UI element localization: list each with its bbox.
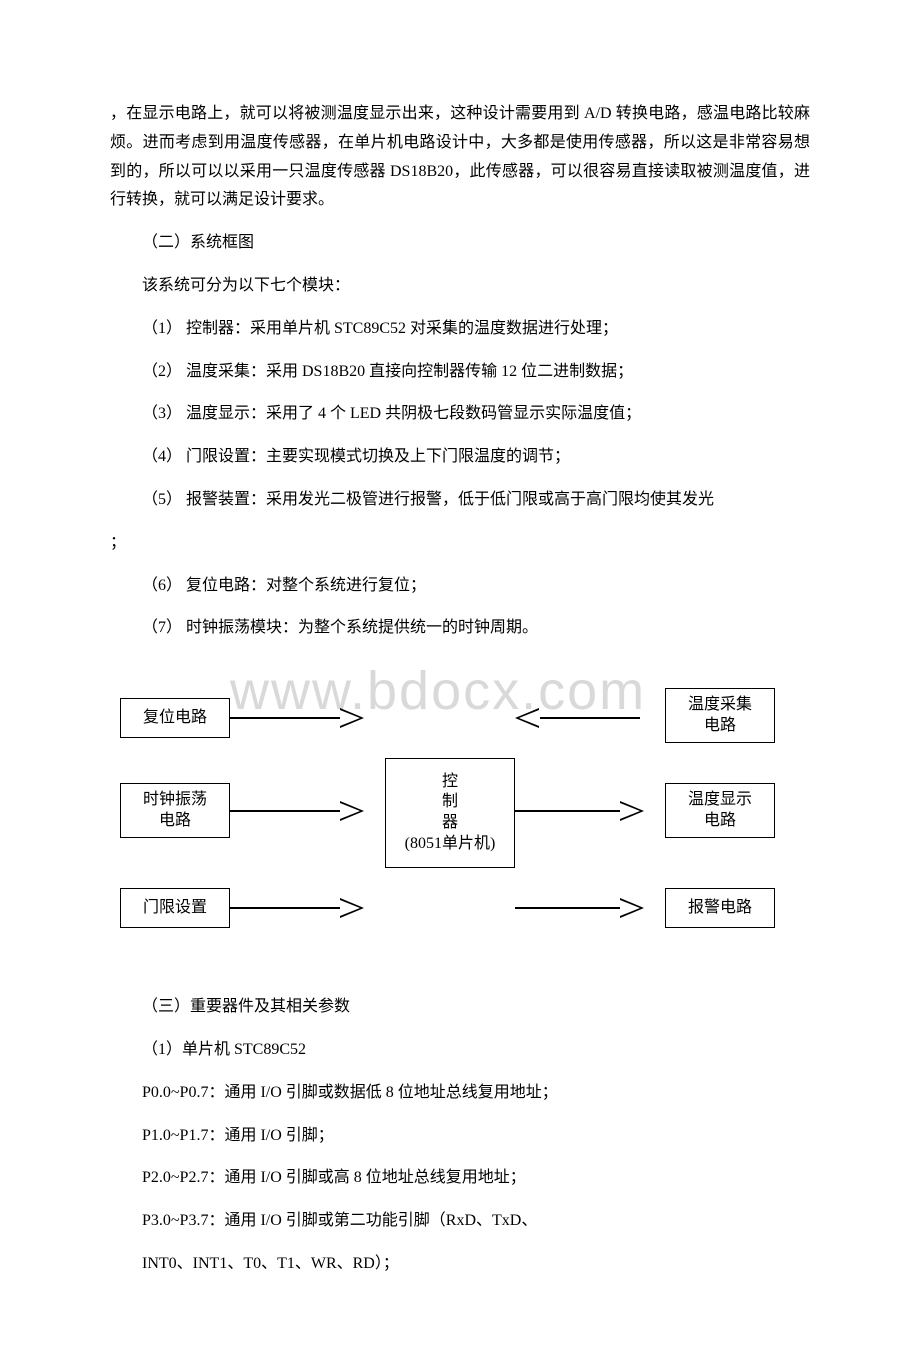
module-6: （6） 复位电路：对整个系统进行复位； xyxy=(110,572,810,601)
pin-p3b: INT0、INT1、T0、T1、WR、RD）； xyxy=(110,1250,810,1279)
intro-paragraph: ，在显示电路上，就可以将被测温度显示出来，这种设计需要用到 A/D 转换电路，感… xyxy=(110,100,810,215)
conn-threshold xyxy=(230,907,340,909)
arrow-threshold xyxy=(340,898,364,918)
conn-reset xyxy=(230,717,340,719)
watermark-text: www.bdocx.com xyxy=(230,643,646,740)
module-5b: ； xyxy=(110,529,810,558)
arrow-reset xyxy=(340,708,364,728)
conn-clock xyxy=(230,810,340,812)
ctrl-line4: (8051单片机) xyxy=(405,834,496,855)
conn-collect xyxy=(540,717,640,719)
module-3: （3） 温度显示：采用了 4 个 LED 共阴极七段数码管显示实际温度值； xyxy=(110,400,810,429)
system-block-diagram: www.bdocx.com 复位电路 时钟振荡 电路 门限设置 控 制 器 (8… xyxy=(110,663,810,963)
box-reset: 复位电路 xyxy=(120,698,230,738)
conn-alarm xyxy=(515,907,620,909)
pin-p1: P1.0~P1.7：通用 I/O 引脚； xyxy=(110,1122,810,1151)
ctrl-line2: 制 xyxy=(442,792,458,813)
arrow-clock xyxy=(340,801,364,821)
arrow-alarm xyxy=(620,898,644,918)
ctrl-line3: 器 xyxy=(442,813,458,834)
box-temp-display: 温度显示 电路 xyxy=(665,783,775,838)
box-temp-collect: 温度采集 电路 xyxy=(665,688,775,743)
module-5: （5） 报警装置：采用发光二极管进行报警，低于低门限或高于高门限均使其发光 xyxy=(110,486,810,515)
box-controller: 控 制 器 (8051单片机) xyxy=(385,758,515,868)
pin-p2: P2.0~P2.7：通用 I/O 引脚或高 8 位地址总线复用地址； xyxy=(110,1164,810,1193)
module-1: （1） 控制器：采用单片机 STC89C52 对采集的温度数据进行处理； xyxy=(110,315,810,344)
pin-p0: P0.0~P0.7：通用 I/O 引脚或数据低 8 位地址总线复用地址； xyxy=(110,1079,810,1108)
section3-title: （三）重要器件及其相关参数 xyxy=(110,993,810,1022)
arrow-display xyxy=(620,801,644,821)
box-alarm: 报警电路 xyxy=(665,888,775,928)
section3-sub1: （1）单片机 STC89C52 xyxy=(110,1036,810,1065)
box-threshold: 门限设置 xyxy=(120,888,230,928)
conn-display xyxy=(515,810,620,812)
section2-title: （二）系统框图 xyxy=(110,229,810,258)
ctrl-line1: 控 xyxy=(442,772,458,793)
module-7: （7） 时钟振荡模块：为整个系统提供统一的时钟周期。 xyxy=(110,614,810,643)
box-clock: 时钟振荡 电路 xyxy=(120,783,230,838)
arrow-collect xyxy=(515,708,539,728)
section2-intro: 该系统可分为以下七个模块： xyxy=(110,272,810,301)
pin-p3: P3.0~P3.7：通用 I/O 引脚或第二功能引脚（RxD、TxD、 xyxy=(110,1207,810,1236)
module-4: （4） 门限设置：主要实现模式切换及上下门限温度的调节； xyxy=(110,443,810,472)
module-2: （2） 温度采集：采用 DS18B20 直接向控制器传输 12 位二进制数据； xyxy=(110,358,810,387)
